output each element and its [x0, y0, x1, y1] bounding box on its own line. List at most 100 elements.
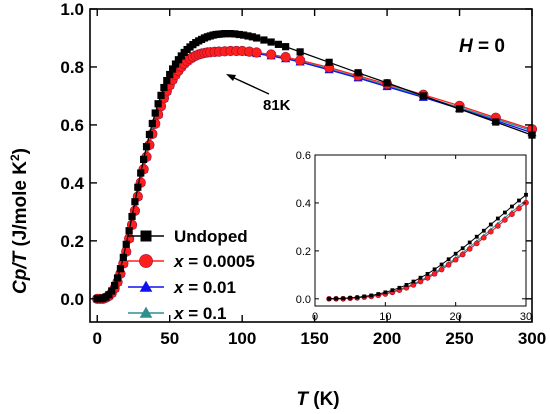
x-tick-label-4: 200 [373, 329, 401, 348]
inset-series-1-point-15 [431, 271, 438, 277]
peak-arrow [226, 74, 270, 95]
main-series-0-point-57 [296, 48, 304, 56]
inset-series-layer [326, 192, 529, 302]
x-tick-label-5: 250 [445, 329, 473, 348]
legend-label-rest-3: = 0.1 [183, 304, 226, 323]
inset-series-0-point-6 [369, 293, 374, 298]
legend-marker-3 [139, 306, 153, 318]
main-series-0-point-46 [226, 30, 235, 38]
y-tick-label-3: 0.6 [60, 116, 84, 135]
inset-series-0-point-25 [503, 210, 507, 215]
arrow-shaft [231, 76, 270, 95]
inset-series-0-point-27 [517, 198, 521, 203]
main-series-0-point-13 [131, 198, 139, 206]
legend-label-3: x = 0.1 [173, 304, 226, 323]
main-series-0-point-62 [455, 105, 464, 113]
x-tick-label-3: 150 [300, 329, 328, 348]
y-tick-label-4: 0.8 [60, 58, 84, 77]
main-series-layer [92, 30, 538, 304]
main-series-0-point-5 [108, 287, 116, 295]
y-tick-label-0: 0.0 [60, 290, 84, 309]
main-series-1-point-47 [251, 47, 262, 58]
main-series-0-point-25 [166, 70, 174, 79]
inset-series-0-point-17 [446, 257, 451, 262]
main-series-0-point-21 [154, 100, 162, 108]
main-series-0-point-63 [492, 118, 500, 126]
main-series-0-point-22 [157, 91, 165, 99]
legend-label-var-1: x [173, 252, 185, 271]
legend-label-2: x = 0.01 [173, 278, 236, 297]
inset-series-0-point-15 [432, 267, 437, 272]
main-series-0-point-50 [244, 32, 252, 40]
inset-series-1-point-23 [488, 228, 494, 235]
inset-series-1-point-17 [445, 261, 452, 268]
legend-marker-0 [140, 230, 152, 242]
inset-series-0-point-26 [510, 204, 514, 209]
legend-marker-1 [139, 254, 153, 268]
main-series-0-point-26 [169, 65, 177, 73]
main-series-0-point-27 [171, 60, 180, 68]
legend: Undoped x = 0.0005 x = 0.01 x = 0.1 [128, 227, 255, 323]
main-series-0-point-28 [174, 56, 182, 64]
inset-series-1-point-16 [438, 266, 445, 273]
main-series-0-point-23 [160, 83, 168, 92]
y-tick-label-2: 0.4 [60, 174, 84, 193]
inset-x-tick-label-3: 30 [520, 311, 532, 323]
legend-label-rest-1: = 0.0005 [183, 252, 254, 271]
inset-x-tick-label-0: 0 [312, 311, 318, 323]
inset-series-0-point-19 [460, 246, 465, 251]
inset-series-1-point-14 [424, 275, 431, 281]
main-series-0-point-10 [122, 240, 130, 248]
inset-y-tick-label-3: 0.6 [296, 150, 311, 162]
y-tick-label-1: 0.2 [60, 232, 84, 251]
legend-marker-2 [139, 280, 153, 292]
main-series-0-point-11 [125, 227, 133, 235]
main-series-0-point-12 [128, 212, 136, 221]
arrow-head [226, 74, 236, 81]
x-tick-label-0: 0 [93, 329, 102, 348]
inset-series-0-point-0 [327, 296, 331, 301]
main-series-1-point-48 [266, 49, 277, 60]
inset-plot: 0 10 20 30 0.0 0.2 0.4 0.6 [296, 150, 532, 323]
inset-series-0-point-22 [481, 228, 486, 233]
inset-series-1-point-24 [495, 223, 501, 229]
inset-series-0-point-1 [334, 296, 338, 301]
main-series-0-point-6 [111, 281, 119, 290]
main-series-0-point-48 [235, 30, 243, 39]
main-series-0-point-9 [119, 253, 127, 261]
inset-series-0-point-21 [474, 234, 479, 239]
main-series-0-point-53 [260, 36, 268, 44]
main-series-0-point-19 [148, 119, 156, 128]
inset-series-0-point-28 [524, 192, 528, 197]
inset-x-tick-label-1: 10 [379, 311, 391, 323]
main-series-0-point-8 [116, 265, 125, 273]
inset-series-0-point-10 [397, 285, 402, 290]
inset-series-0-point-24 [495, 216, 500, 221]
inset-series-0-point-18 [453, 251, 458, 256]
legend-label-0: Undoped [174, 227, 248, 246]
y-axis-title: Cp/T (J/mole K2) [8, 148, 31, 294]
main-series-0-point-14 [134, 183, 142, 191]
main-series-0-point-17 [142, 143, 151, 151]
inset-series-1-point-19 [459, 251, 466, 258]
legend-label-var-3: x [173, 304, 185, 323]
main-series-0-point-4 [105, 291, 113, 299]
main-series-0-point-61 [419, 92, 427, 100]
main-series-0-point-24 [163, 76, 171, 85]
field-annotation: H = 0 [459, 36, 505, 57]
x-tick-label-1: 50 [160, 329, 179, 348]
main-series-1-point-49 [280, 52, 291, 63]
inset-series-1-point-20 [466, 246, 473, 252]
inset-series-0-point-12 [411, 279, 416, 284]
main-series-0-point-51 [248, 33, 256, 41]
main-series-0-point-59 [354, 69, 362, 77]
inset-series-1-point-22 [480, 234, 487, 241]
inset-series-1-point-27 [516, 205, 522, 212]
inset-series-0-point-23 [488, 222, 493, 227]
inset-series-0-point-5 [362, 294, 367, 299]
inset-series-1-point-21 [473, 240, 480, 247]
main-series-0-point-16 [140, 155, 148, 164]
main-series-0-point-18 [145, 130, 154, 139]
inset-series-0-point-7 [376, 292, 381, 296]
